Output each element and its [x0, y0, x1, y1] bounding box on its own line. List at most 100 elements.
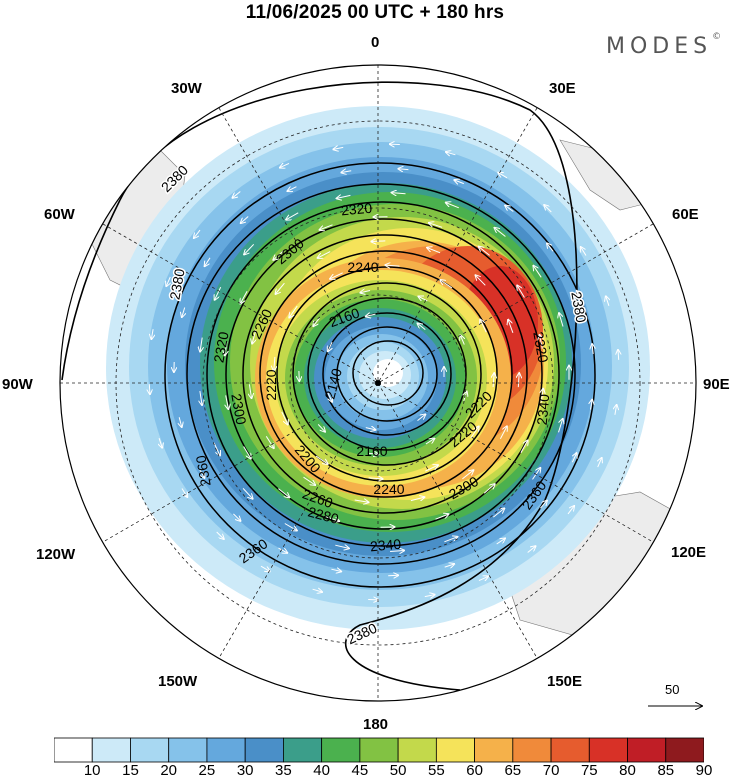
wind-arrow: [260, 565, 270, 571]
wind-arrow: [215, 286, 222, 300]
lon-label-60w: 60W: [44, 206, 75, 223]
colorbar-swatch: [665, 737, 704, 763]
contour-label: 2220: [263, 369, 279, 400]
wind-arrow: [278, 547, 288, 553]
south-pole-dot: [375, 380, 381, 386]
wind-arrow: [368, 478, 383, 479]
shade-inner-10: [373, 359, 403, 387]
wind-arrow: [598, 458, 602, 468]
wind-arrow: [581, 247, 587, 256]
contour-2340: [186, 183, 576, 565]
wind-arrow: [315, 455, 328, 464]
contour-label: 2240: [347, 259, 378, 275]
wind-arrow: [242, 488, 253, 498]
wind-arrow: [194, 229, 201, 238]
wind-arrow: [166, 276, 170, 286]
wind-arrow: [318, 251, 331, 258]
wind-arrow: [335, 545, 349, 548]
wind-arrow: [454, 180, 464, 184]
colorbar-swatch: [91, 737, 131, 763]
wind-arrow: [243, 446, 251, 459]
wind-arrow: [244, 243, 255, 254]
lon-label-150w: 150W: [158, 673, 198, 690]
wind-arrow: [567, 506, 574, 515]
wind-arrow: [273, 250, 285, 260]
colorbar-swatch: [474, 737, 514, 763]
contour-2300: [225, 218, 543, 530]
colorbar-tick-label: 25: [198, 762, 216, 779]
lon-label-60e: 60E: [672, 206, 699, 223]
wind-arrow: [592, 344, 593, 355]
wind-arrow: [417, 414, 426, 421]
wind-arrow: [205, 257, 211, 266]
map-disc: [60, 65, 696, 701]
wind-arrow: [541, 389, 543, 403]
colorbar-swatch: [206, 737, 246, 763]
wind-arrow: [390, 551, 404, 552]
colorbar-tick-label: 10: [83, 762, 101, 779]
wind-arrow: [200, 337, 202, 352]
colorbar-tick-label: 85: [657, 762, 675, 779]
colorbar-tick-label: 80: [619, 762, 636, 779]
meridian-30e-150w: [218, 107, 538, 659]
wind-arrow: [200, 391, 202, 405]
wind-arrow: [544, 205, 552, 213]
wind-arrow: [460, 335, 464, 345]
wind-arrow: [149, 384, 150, 394]
colorbar-tick-label: 15: [122, 762, 139, 779]
wind-arrow: [493, 373, 494, 388]
wind-arrow: [496, 538, 505, 545]
wind-arrow: [517, 286, 525, 298]
colorbar-swatch: [550, 737, 590, 763]
colorbar-swatch: [54, 737, 93, 763]
wind-arrow: [331, 569, 341, 571]
wind-arrow: [179, 417, 182, 427]
wind-arrow: [354, 500, 369, 502]
wind-arrow: [518, 373, 519, 388]
wind-arrow: [151, 329, 153, 339]
colorbar-tick-label: 30: [236, 762, 254, 779]
wind-arrow: [252, 329, 256, 344]
wind-arrow: [341, 171, 352, 173]
wind-arrow: [398, 169, 409, 170]
wind-arrow: [577, 291, 581, 301]
wind-arrow: [462, 470, 473, 480]
colorbar-swatch: [512, 737, 552, 763]
wind-arrow: [199, 468, 205, 478]
colorbar-tick-label: 50: [389, 762, 407, 779]
map-title: 11/06/2025 00 UTC + 180 hrs: [245, 2, 505, 23]
brand-text: MODES: [606, 34, 713, 59]
contour-2180: [322, 312, 452, 436]
wind-arrow: [288, 187, 297, 191]
meridian-60e-120w: [102, 223, 654, 543]
height-contours: [61, 81, 596, 691]
colorbar-tick-label: 35: [275, 762, 292, 779]
wind-arrow: [284, 523, 297, 531]
wind-arrow: [446, 203, 459, 209]
wind-arrow: [540, 501, 547, 509]
wind-arrow: [330, 272, 343, 279]
wind-arrow: [320, 224, 333, 230]
wind-arrow: [368, 453, 378, 454]
colorbar-tick-label: 45: [351, 762, 369, 779]
wind-arrow: [410, 497, 425, 501]
contour-label: 2300: [228, 392, 249, 426]
wind-arrow: [274, 356, 275, 371]
wind-arrow: [278, 488, 289, 498]
colorbar-swatch: [168, 737, 208, 763]
colorbar-swatch: [130, 737, 170, 763]
wind-arrow: [233, 191, 241, 198]
contour-label: 2160: [356, 443, 387, 459]
wind-arrow: [505, 206, 514, 212]
colorbar-swatch: [321, 737, 361, 763]
wind-arrow: [265, 436, 274, 448]
wind-arrow: [425, 439, 434, 445]
wind-arrow: [328, 392, 332, 402]
wind-arrow: [558, 419, 563, 433]
wind-vectors: [149, 144, 618, 600]
contour-label: 2280: [306, 503, 340, 527]
wind-arrow: [478, 576, 488, 580]
contour-label: 2320: [210, 330, 231, 364]
lon-label-90e: 90E: [703, 376, 730, 393]
colorbar-swatch: [397, 737, 437, 763]
